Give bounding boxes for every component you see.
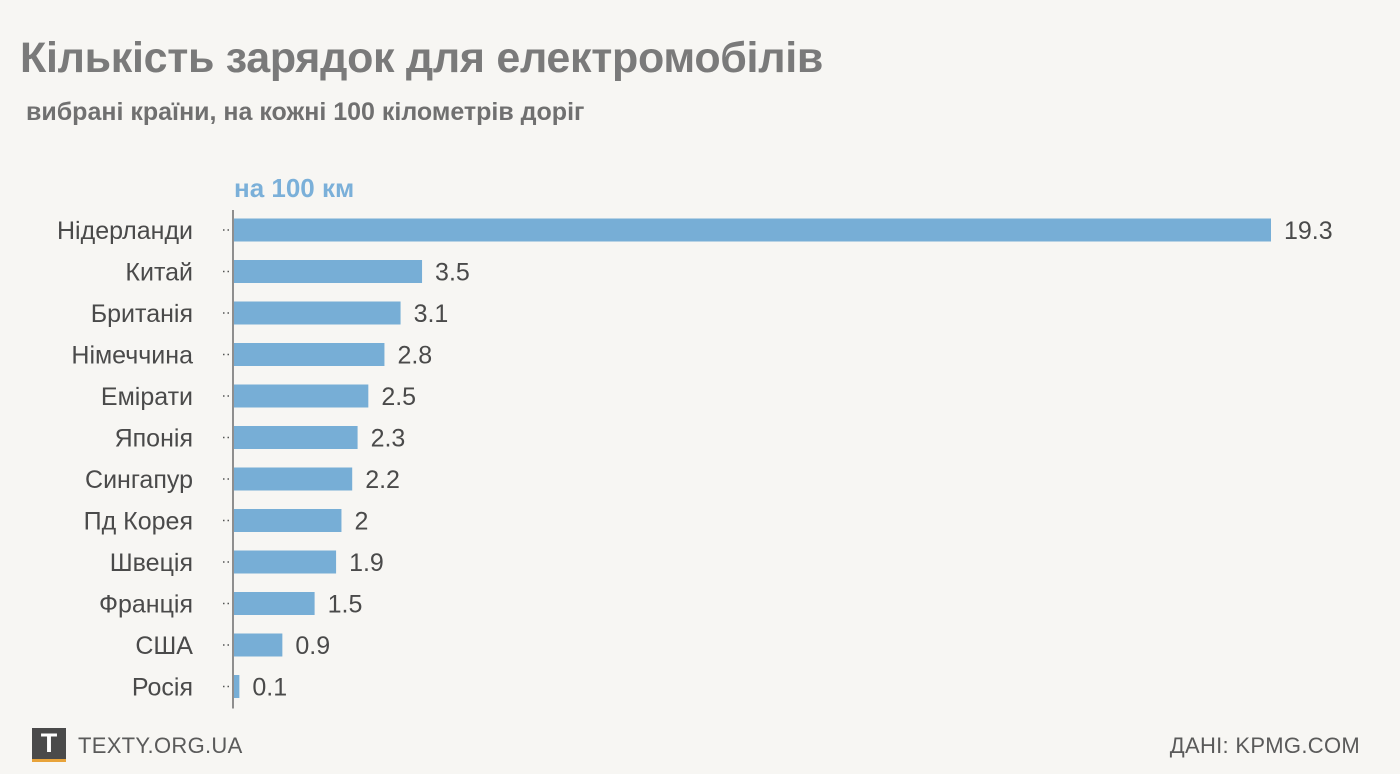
bar <box>234 260 423 283</box>
value-label: 3.5 <box>435 259 470 287</box>
value-label: 0.9 <box>295 632 330 660</box>
texty-logo-icon: T <box>32 728 66 762</box>
bar <box>234 675 240 698</box>
series-label: на 100 км <box>234 173 355 203</box>
value-label: 3.1 <box>414 300 449 328</box>
bar <box>234 218 1271 242</box>
value-label: 0.1 <box>252 674 287 702</box>
category-label: Німеччина <box>71 342 193 370</box>
category-label: Британія <box>91 300 193 328</box>
footer-source: ДАНІ: KPMG.COM <box>1169 733 1360 758</box>
chart-subtitle: вибрані країни, на кожні 100 кілометрів … <box>26 98 585 126</box>
category-label: Франція <box>99 591 193 619</box>
chart-title: Кількість зарядок для електромобілів <box>20 34 823 82</box>
bar <box>234 633 283 657</box>
bar <box>234 343 385 366</box>
category-label: Росія <box>132 674 193 702</box>
footer-site-link[interactable]: TEXTY.ORG.UA <box>78 733 243 758</box>
value-label: 2.2 <box>365 466 400 494</box>
category-label: Пд Корея <box>84 508 193 536</box>
value-label: 1.5 <box>328 591 363 619</box>
value-label: 2 <box>354 508 368 536</box>
bar <box>234 467 353 491</box>
bar <box>234 509 342 532</box>
value-label: 2.5 <box>381 383 416 411</box>
category-label: Японія <box>115 425 193 453</box>
bar <box>234 592 315 615</box>
category-label: Швеція <box>110 549 193 577</box>
value-label: 2.3 <box>371 425 406 453</box>
category-label: Китай <box>125 259 193 287</box>
value-label: 19.3 <box>1284 217 1333 245</box>
bar <box>234 384 369 408</box>
value-label: 1.9 <box>349 549 384 577</box>
bar <box>234 550 337 574</box>
category-label: Емірати <box>101 383 193 411</box>
category-label: Нідерланди <box>57 217 193 245</box>
category-label: США <box>135 632 193 660</box>
bar <box>234 426 358 449</box>
bar <box>234 301 401 325</box>
category-label: Сингапур <box>85 466 193 494</box>
value-label: 2.8 <box>397 342 432 370</box>
